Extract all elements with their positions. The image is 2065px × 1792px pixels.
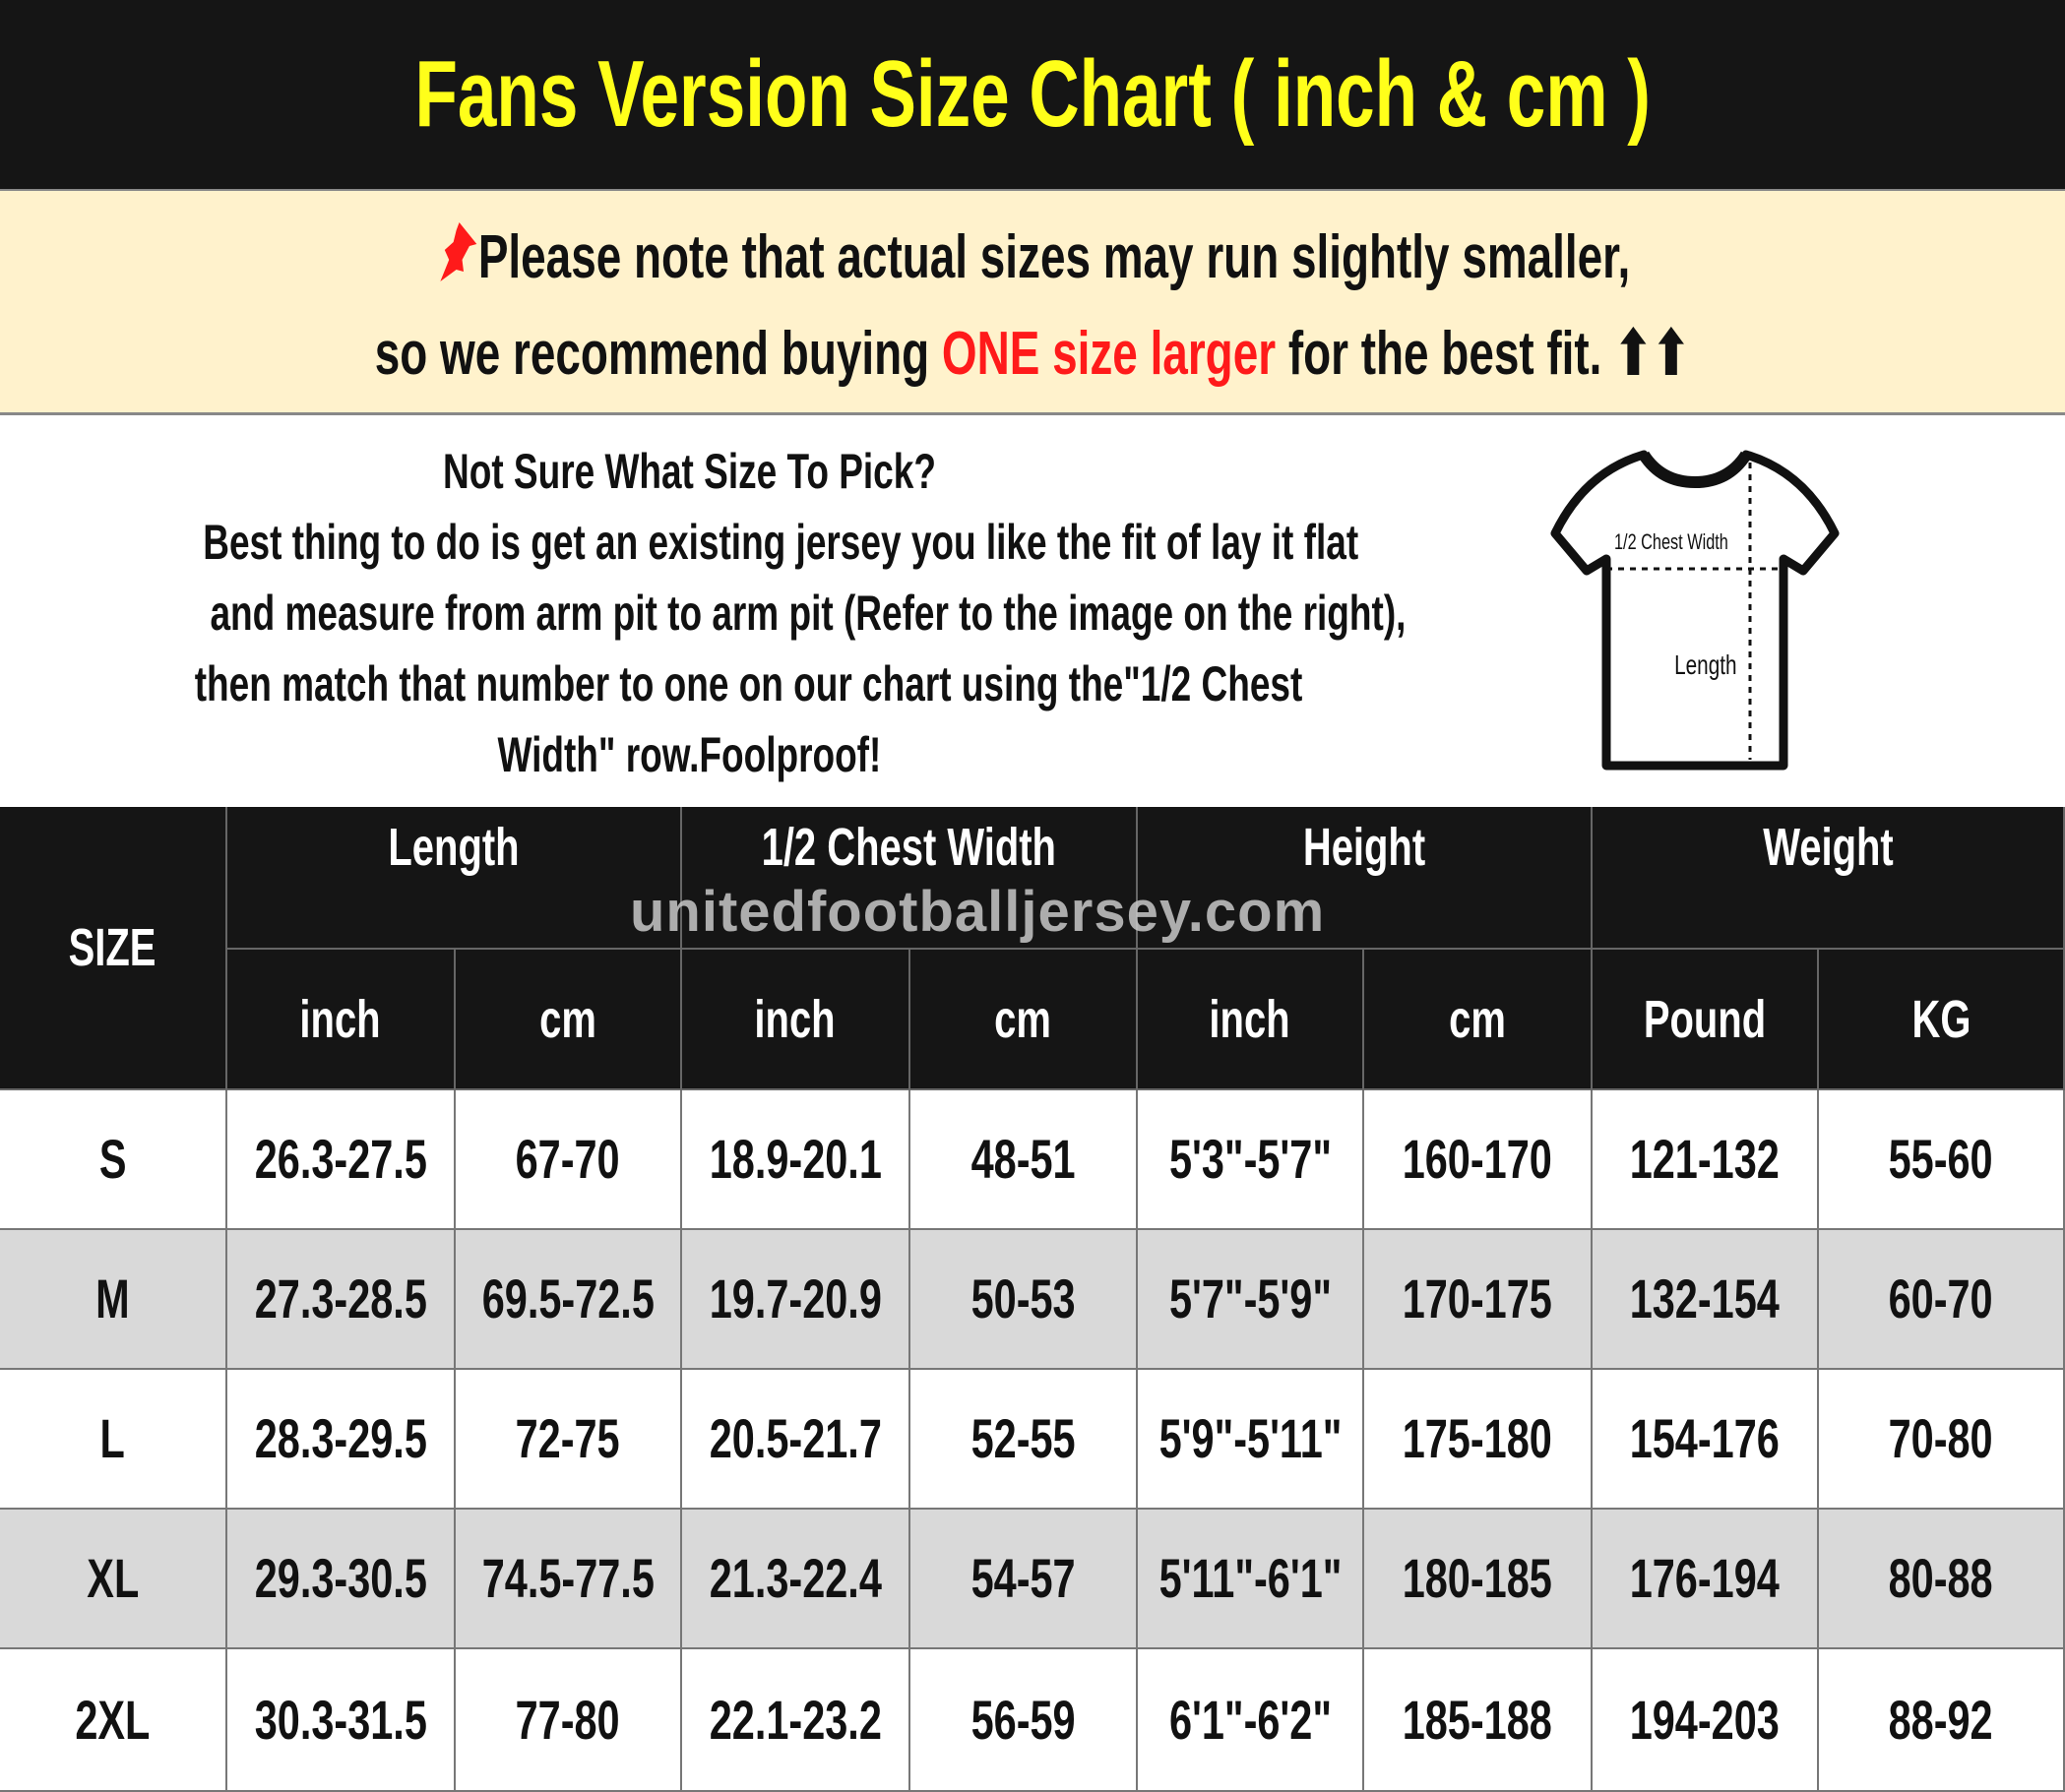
table-cell: 69.5-72.5 bbox=[456, 1230, 682, 1370]
table-cell: 27.3-28.5 bbox=[227, 1230, 456, 1370]
table-cell: 54-57 bbox=[910, 1510, 1138, 1649]
table-cell: 121-132 bbox=[1593, 1090, 1819, 1230]
group-header: 1/2 Chest Width bbox=[682, 807, 1138, 950]
table-cell: 6'1"-6'2" bbox=[1138, 1649, 1364, 1792]
unit-header: inch bbox=[227, 950, 456, 1090]
table-cell: 88-92 bbox=[1819, 1649, 2065, 1792]
table-cell: 160-170 bbox=[1364, 1090, 1593, 1230]
size-label: L bbox=[0, 1370, 227, 1510]
unit-header: inch bbox=[682, 950, 910, 1090]
table-cell: 176-194 bbox=[1593, 1510, 1819, 1649]
guide-text: and measure from arm pit to arm pit (Ref… bbox=[210, 586, 1407, 641]
table-cell: 18.9-20.1 bbox=[682, 1090, 910, 1230]
note-line-1: Please note that actual sizes may run sl… bbox=[0, 220, 2065, 292]
size-table: SIZE Length 1/2 Chest Width Height Weight inc… bbox=[0, 807, 2065, 1792]
table-cell: 80-88 bbox=[1819, 1510, 2065, 1649]
sizing-note: Please note that actual sizes may run sl… bbox=[0, 189, 2065, 415]
table-cell: 48-51 bbox=[910, 1090, 1138, 1230]
title-banner: Fans Version Size Chart ( inch & cm ) bbox=[0, 0, 2065, 189]
unit-header: inch bbox=[1138, 950, 1364, 1090]
size-label: 2XL bbox=[0, 1649, 227, 1792]
table-cell: 52-55 bbox=[910, 1370, 1138, 1510]
group-header: Weight bbox=[1593, 807, 2065, 950]
guide-heading: Not Sure What Size To Pick? bbox=[442, 444, 936, 499]
table-cell: 21.3-22.4 bbox=[682, 1510, 910, 1649]
table-cell: 5'7"-5'9" bbox=[1138, 1230, 1364, 1370]
unit-header: Pound bbox=[1593, 950, 1819, 1090]
table-cell: 20.5-21.7 bbox=[682, 1370, 910, 1510]
table-cell: 60-70 bbox=[1819, 1230, 2065, 1370]
table-cell: 5'9"-5'11" bbox=[1138, 1370, 1364, 1510]
table-cell: 170-175 bbox=[1364, 1230, 1593, 1370]
unit-header: cm bbox=[910, 950, 1138, 1090]
table-cell: 56-59 bbox=[910, 1649, 1138, 1792]
table-cell: 180-185 bbox=[1364, 1510, 1593, 1649]
note-line-2: so we recommend buying ONE size larger f… bbox=[374, 320, 1691, 388]
unit-header: cm bbox=[456, 950, 682, 1090]
table-cell: 77-80 bbox=[456, 1649, 682, 1792]
table-cell: 50-53 bbox=[910, 1230, 1138, 1370]
table-cell: 70-80 bbox=[1819, 1370, 2065, 1510]
measuring-guide: Not Sure What Size To Pick? Best thing t… bbox=[0, 415, 2065, 807]
note-highlight: ONE size larger bbox=[942, 320, 1277, 388]
table-cell: 72-75 bbox=[456, 1370, 682, 1510]
table-cell: 19.7-20.9 bbox=[682, 1230, 910, 1370]
table-cell: 5'11"-6'1" bbox=[1138, 1510, 1364, 1649]
group-header: Length bbox=[227, 807, 682, 950]
table-cell: 22.1-23.2 bbox=[682, 1649, 910, 1792]
size-label: M bbox=[0, 1230, 227, 1370]
unit-header: KG bbox=[1819, 950, 2065, 1090]
chest-width-label: 1/2 Chest Width bbox=[1614, 529, 1728, 554]
guide-text: Best thing to do is get an existing jers… bbox=[203, 515, 1359, 570]
group-header: Height bbox=[1138, 807, 1593, 950]
guide-text: Width" row.Foolproof! bbox=[497, 727, 881, 782]
unit-header: cm bbox=[1364, 950, 1593, 1090]
table-cell: 30.3-31.5 bbox=[227, 1649, 456, 1792]
page-title: Fans Version Size Chart ( inch & cm ) bbox=[414, 41, 1651, 147]
table-cell: 185-188 bbox=[1364, 1649, 1593, 1792]
size-label: XL bbox=[0, 1510, 227, 1649]
size-label: S bbox=[0, 1090, 227, 1230]
up-arrows-icon: ⬆⬆ bbox=[1614, 320, 1691, 388]
pushpin-icon bbox=[440, 222, 477, 281]
table-cell: 175-180 bbox=[1364, 1370, 1593, 1510]
tshirt-diagram: 1/2 Chest Width Length bbox=[1535, 443, 1870, 777]
table-cell: 29.3-30.5 bbox=[227, 1510, 456, 1649]
table-cell: 55-60 bbox=[1819, 1090, 2065, 1230]
tshirt-icon bbox=[1550, 450, 1840, 771]
table-cell: 132-154 bbox=[1593, 1230, 1819, 1370]
size-header: SIZE bbox=[0, 807, 227, 1090]
table-cell: 194-203 bbox=[1593, 1649, 1819, 1792]
table-cell: 28.3-29.5 bbox=[227, 1370, 456, 1510]
table-cell: 74.5-77.5 bbox=[456, 1510, 682, 1649]
table-cell: 154-176 bbox=[1593, 1370, 1819, 1510]
length-label: Length bbox=[1674, 649, 1737, 680]
table-cell: 67-70 bbox=[456, 1090, 682, 1230]
table-cell: 5'3"-5'7" bbox=[1138, 1090, 1364, 1230]
table-cell: 26.3-27.5 bbox=[227, 1090, 456, 1230]
guide-text: then match that number to one on our cha… bbox=[194, 656, 1303, 711]
